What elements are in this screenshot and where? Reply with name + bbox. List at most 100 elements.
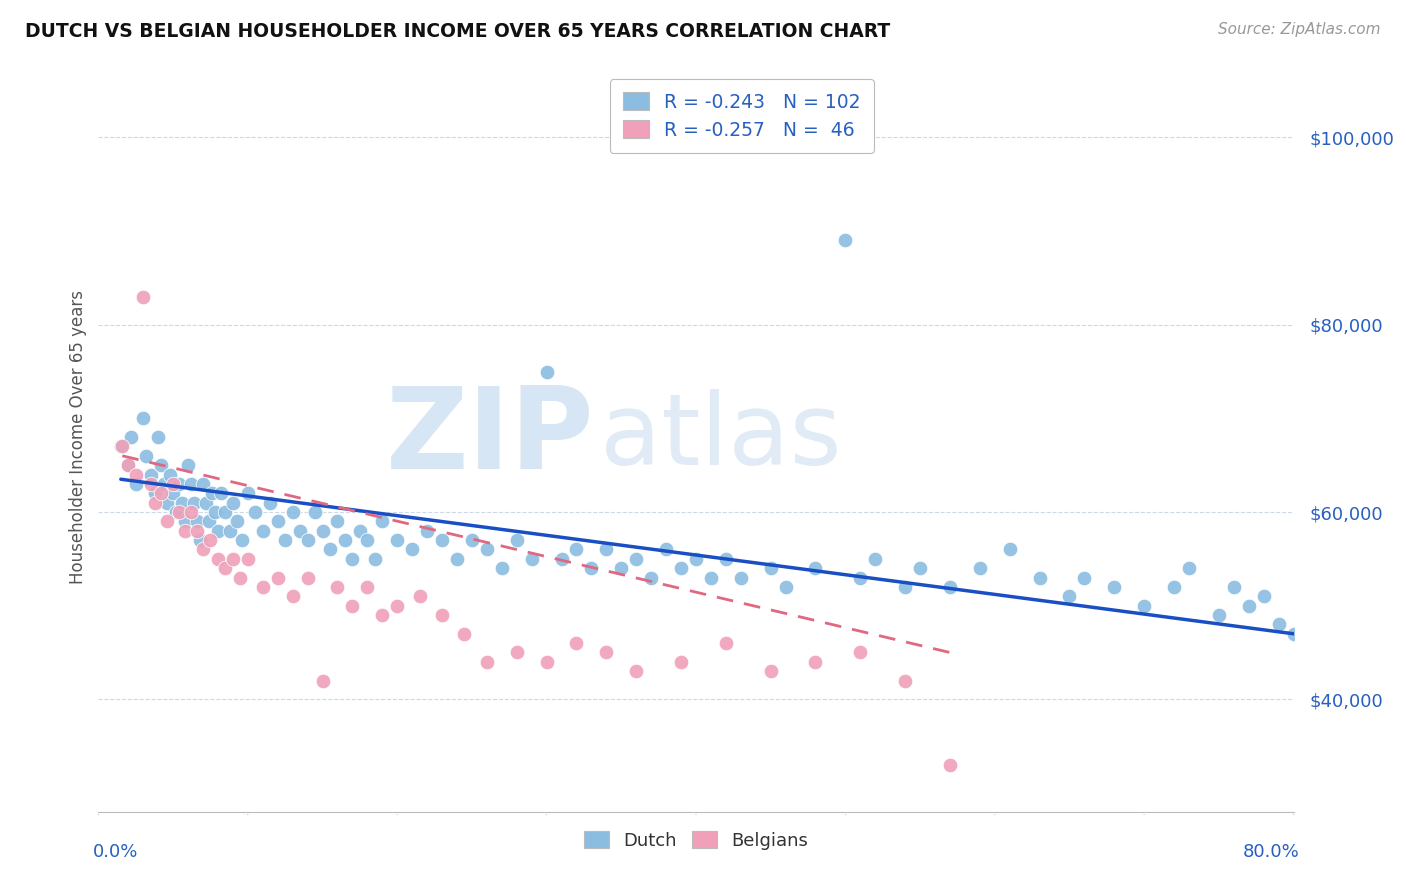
Point [730, 571, 752, 585]
Point [714, 551, 737, 566]
Point [1028, 571, 1050, 585]
Point [401, 542, 423, 557]
Point [655, 542, 678, 557]
Point [1163, 580, 1185, 594]
Point [267, 571, 290, 585]
Point [849, 646, 872, 660]
Point [219, 524, 242, 538]
Point [685, 551, 707, 566]
Point [125, 476, 148, 491]
Point [132, 411, 155, 425]
Point [281, 590, 304, 604]
Point [150, 458, 173, 473]
Point [156, 496, 179, 510]
Point [356, 580, 378, 594]
Point [1133, 599, 1156, 613]
Point [865, 551, 887, 566]
Point [969, 561, 991, 575]
Point [342, 551, 364, 566]
Point [177, 458, 200, 473]
Point [550, 551, 572, 566]
Point [804, 561, 827, 575]
Point [939, 580, 962, 594]
Text: atlas: atlas [600, 389, 842, 485]
Point [520, 551, 543, 566]
Point [162, 476, 184, 491]
Y-axis label: Householder Income Over 65 years: Householder Income Over 65 years [69, 290, 87, 584]
Point [148, 430, 170, 444]
Point [180, 505, 202, 519]
Point [939, 758, 962, 772]
Point [342, 599, 364, 613]
Point [565, 636, 588, 650]
Point [297, 533, 319, 547]
Point [252, 580, 274, 594]
Point [222, 551, 245, 566]
Point [172, 496, 194, 510]
Point [1253, 590, 1275, 604]
Point [311, 524, 333, 538]
Point [186, 514, 208, 528]
Point [1223, 580, 1246, 594]
Point [364, 551, 387, 566]
Point [333, 533, 356, 547]
Point [214, 505, 236, 519]
Point [416, 524, 439, 538]
Point [159, 467, 181, 482]
Point [274, 533, 297, 547]
Point [461, 533, 484, 547]
Point [626, 551, 648, 566]
Text: ZIP: ZIP [385, 382, 595, 492]
Point [834, 233, 856, 247]
Point [165, 505, 187, 519]
Point [908, 561, 931, 575]
Legend: Dutch, Belgians: Dutch, Belgians [575, 822, 817, 859]
Point [110, 440, 132, 454]
Point [288, 524, 311, 538]
Point [894, 673, 917, 688]
Point [581, 561, 603, 575]
Point [143, 486, 166, 500]
Point [195, 496, 218, 510]
Point [714, 636, 737, 650]
Point [700, 571, 723, 585]
Point [135, 449, 157, 463]
Point [536, 655, 558, 669]
Point [132, 289, 155, 303]
Text: 0.0%: 0.0% [93, 843, 138, 861]
Point [117, 458, 139, 473]
Point [186, 524, 208, 538]
Point [626, 664, 648, 679]
Point [1073, 571, 1095, 585]
Point [491, 561, 513, 575]
Point [174, 514, 197, 528]
Point [453, 626, 475, 640]
Point [297, 571, 319, 585]
Text: DUTCH VS BELGIAN HOUSEHOLDER INCOME OVER 65 YEARS CORRELATION CHART: DUTCH VS BELGIAN HOUSEHOLDER INCOME OVER… [25, 22, 890, 41]
Point [117, 458, 139, 473]
Point [759, 561, 782, 575]
Point [475, 655, 498, 669]
Point [610, 561, 633, 575]
Point [640, 571, 662, 585]
Point [183, 496, 205, 510]
Point [200, 533, 222, 547]
Point [259, 496, 281, 510]
Point [326, 580, 349, 594]
Point [214, 561, 236, 575]
Point [349, 524, 371, 538]
Point [536, 365, 558, 379]
Point [446, 551, 468, 566]
Point [669, 561, 692, 575]
Point [849, 571, 872, 585]
Point [188, 533, 211, 547]
Point [565, 542, 588, 557]
Point [191, 542, 214, 557]
Point [1267, 617, 1289, 632]
Point [236, 551, 259, 566]
Point [595, 542, 617, 557]
Point [408, 590, 430, 604]
Point [311, 673, 333, 688]
Point [167, 476, 190, 491]
Point [1059, 590, 1081, 604]
